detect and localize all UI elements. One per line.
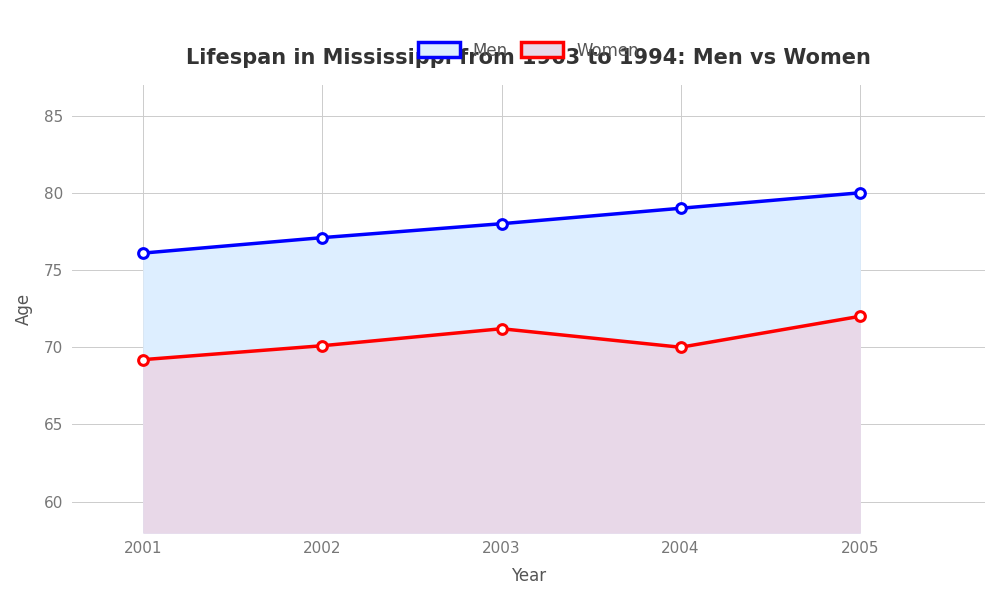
Title: Lifespan in Mississippi from 1963 to 1994: Men vs Women: Lifespan in Mississippi from 1963 to 199… [186, 48, 871, 68]
X-axis label: Year: Year [511, 567, 546, 585]
Legend: Men, Women: Men, Women [411, 35, 646, 66]
Y-axis label: Age: Age [15, 293, 33, 325]
